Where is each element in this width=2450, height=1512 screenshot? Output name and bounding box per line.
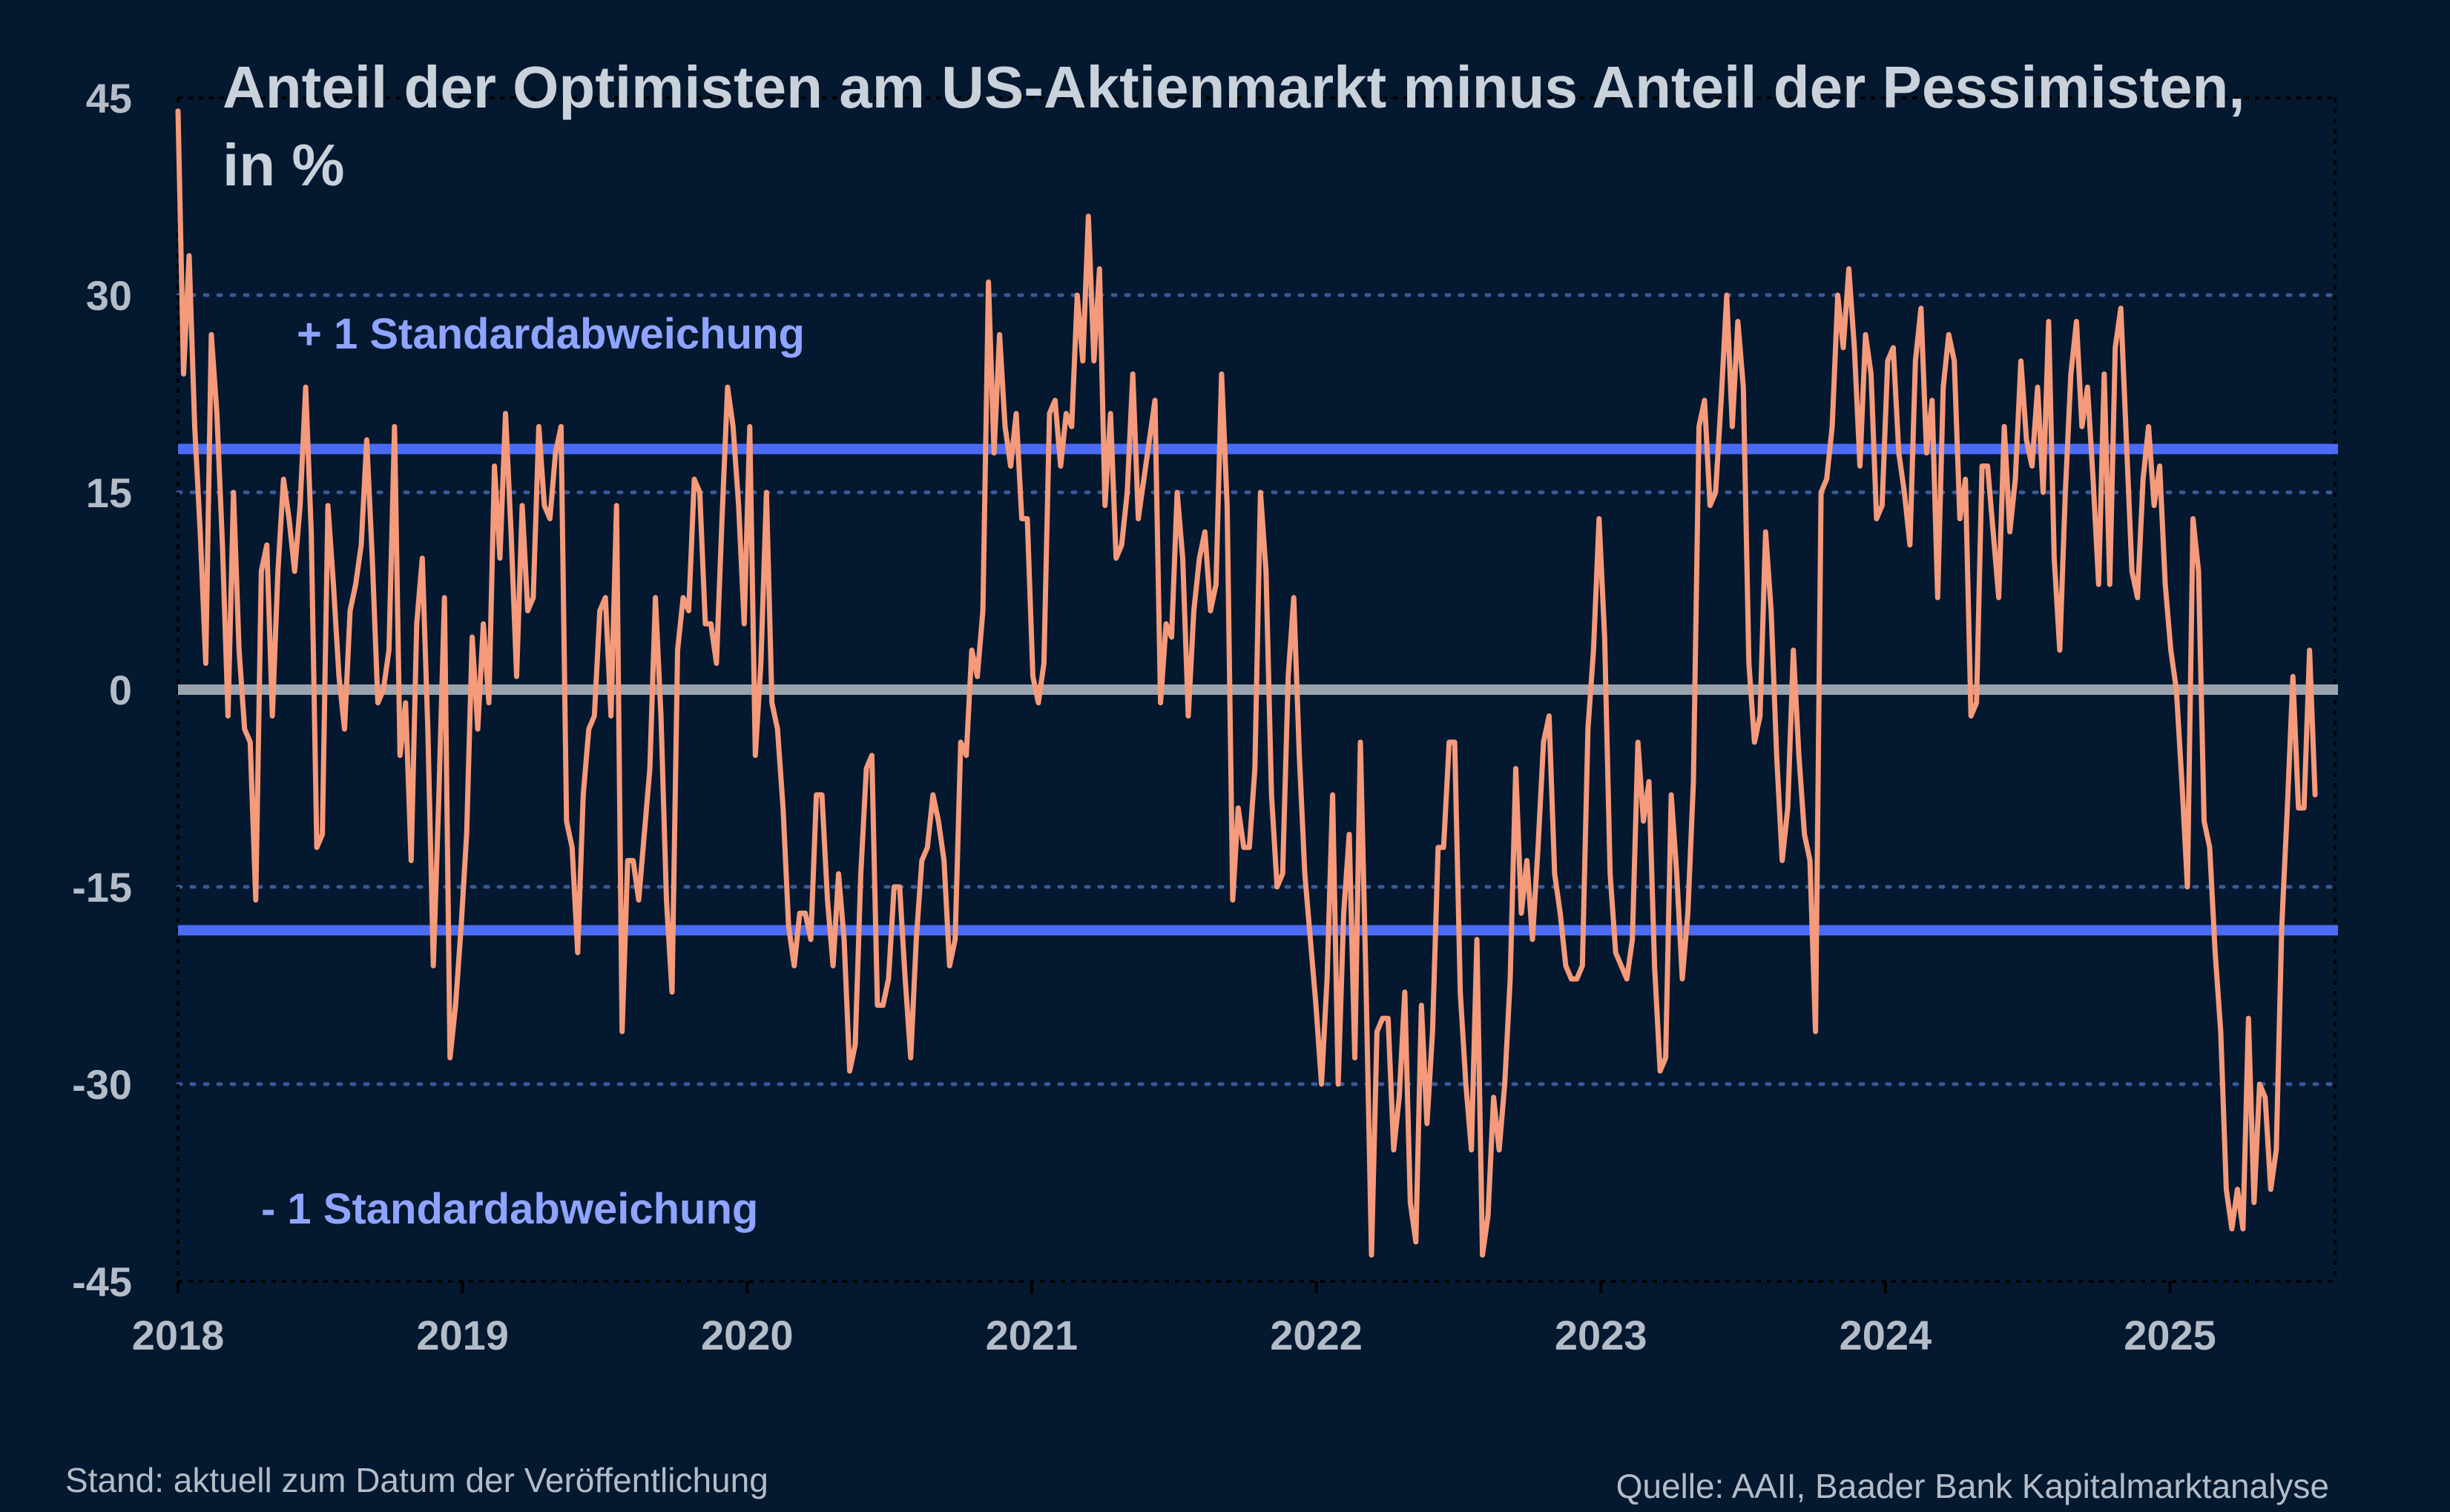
chart-title: Anteil der Optimisten am US-Aktienmarkt … [223,54,2245,120]
x-tick-label-2021: 2021 [986,1312,1079,1359]
x-tick-label-2023: 2023 [1555,1312,1647,1359]
y-tick-label-0: 0 [109,667,132,713]
y-tick-label--15: -15 [72,864,132,911]
x-tick-labels: 2018 2019 2020 2021 2022 2023 2024 2025 [132,1281,2216,1359]
y-tick-label-15: 15 [86,469,132,516]
lower-std-label: - 1 Standardabweichung [261,1185,758,1233]
chart-title-line2: in % [223,132,344,198]
x-tick-label-2019: 2019 [416,1312,509,1359]
x-tick-label-2018: 2018 [132,1312,225,1359]
y-tick-labels: 45 30 15 0 -15 -30 -45 [72,75,132,1305]
y-tick-label-30: 30 [86,272,132,319]
x-tick-label-2025: 2025 [2124,1312,2216,1359]
source-note-right: Quelle: AAII, Baader Bank Kapitalmarktan… [1616,1467,2329,1505]
y-tick-label--30: -30 [72,1061,132,1108]
x-tick-label-2020: 2020 [701,1312,794,1359]
upper-std-label: + 1 Standardabweichung [297,310,805,358]
x-tick-label-2024: 2024 [1840,1312,1932,1359]
series [175,108,2318,1258]
y-tick-label--45: -45 [72,1258,132,1305]
y-tick-label-45: 45 [86,75,132,122]
source-note-left: Stand: aktuell zum Datum der Veröffentli… [65,1461,768,1499]
x-tick-label-2022: 2022 [1270,1312,1363,1359]
series-line-0 [175,108,2318,1258]
